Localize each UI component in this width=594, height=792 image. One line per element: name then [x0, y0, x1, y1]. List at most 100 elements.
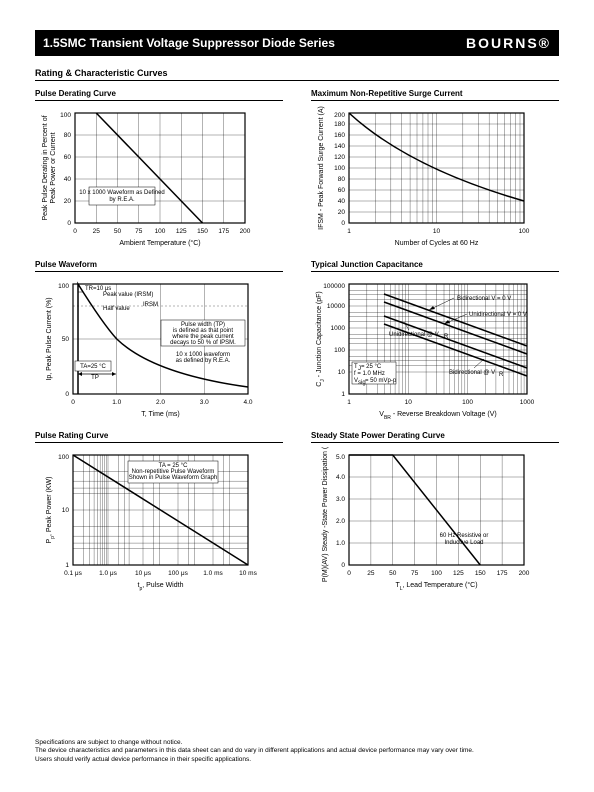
svg-text:200: 200 [519, 570, 530, 577]
footer-line-3: Users should verify actual device perfor… [35, 756, 559, 764]
chart-title: Pulse Derating Curve [35, 89, 283, 101]
footer-text: Specifications are subject to change wit… [35, 739, 559, 764]
chart-title: Maximum Non-Repetitive Surge Current [311, 89, 559, 101]
svg-text:100000: 100000 [323, 283, 345, 290]
svg-text:40: 40 [338, 198, 346, 205]
svg-text:Number of Cycles at 60 Hz: Number of Cycles at 60 Hz [395, 240, 479, 247]
svg-text:20: 20 [338, 209, 346, 216]
svg-text:1: 1 [341, 391, 345, 398]
svg-text:180: 180 [334, 121, 345, 128]
junction-cap-svg: Bidirectional V = 0 V Unidirectional V =… [311, 276, 541, 421]
svg-text:100: 100 [431, 570, 442, 577]
svg-text:0: 0 [67, 220, 71, 227]
svg-text:CJ - Junction Capacitance (pF): CJ - Junction Capacitance (pF) [316, 291, 326, 387]
svg-text:Inductive Load: Inductive Load [444, 540, 483, 546]
svg-text:175: 175 [497, 570, 508, 577]
svg-text:R: R [499, 372, 504, 378]
svg-text:0: 0 [341, 220, 345, 227]
pulse-rating-svg: TA = 25 °C Non-repetitive Pulse Waveform… [35, 447, 265, 595]
svg-text:3.0: 3.0 [200, 399, 209, 406]
chart-title: Typical Junction Capacitance [311, 260, 559, 272]
svg-text:2.0: 2.0 [336, 518, 345, 525]
svg-text:75: 75 [135, 228, 143, 235]
svg-text:150: 150 [197, 228, 208, 235]
svg-text:VBR - Reverse Breakdown Voltag: VBR - Reverse Breakdown Voltage (V) [379, 411, 496, 421]
chart-title: Steady State Power Derating Curve [311, 431, 559, 443]
svg-text:10 ms: 10 ms [239, 570, 257, 577]
svg-text:0: 0 [65, 391, 69, 398]
svg-text:200: 200 [240, 228, 251, 235]
svg-text:TP: TP [91, 375, 99, 381]
svg-text:120: 120 [334, 154, 345, 161]
svg-text:= 25 °C: = 25 °C [361, 364, 382, 370]
svg-text:175: 175 [218, 228, 229, 235]
svg-text:tp, Pulse Width: tp, Pulse Width [138, 582, 184, 592]
svg-text:60: 60 [338, 187, 346, 194]
svg-text:0.1 μs: 0.1 μs [64, 570, 83, 577]
svg-text:Bidirectional V = 0 V: Bidirectional V = 0 V [457, 296, 511, 302]
svg-text:50: 50 [389, 570, 397, 577]
svg-text:T, Time (ms): T, Time (ms) [141, 411, 180, 418]
chart-power-derating: Steady State Power Derating Curve [311, 431, 559, 595]
svg-text:f = 1.0 MHz: f = 1.0 MHz [354, 371, 385, 377]
svg-text:Pp, Peak Power (KW): Pp, Peak Power (KW) [46, 477, 56, 544]
svg-text:60: 60 [64, 154, 72, 161]
chart-title: Pulse Rating Curve [35, 431, 283, 443]
svg-text:10: 10 [338, 369, 346, 376]
svg-text:200: 200 [334, 112, 345, 119]
svg-text:50: 50 [114, 228, 122, 235]
svg-text:1.0 μs: 1.0 μs [99, 570, 118, 577]
chart-pulse-rating: Pulse Rating Curve [35, 431, 283, 595]
svg-text:10: 10 [62, 507, 70, 514]
svg-text:1: 1 [347, 399, 351, 406]
svg-text:125: 125 [453, 570, 464, 577]
chart-pulse-waveform: Pulse Waveform TR=10 μs Peak value (IRSM… [35, 260, 283, 421]
svg-text:150: 150 [475, 570, 486, 577]
charts-grid: Pulse Derating Curve [35, 89, 559, 595]
svg-text:4.0: 4.0 [336, 474, 345, 481]
svg-text:decays to 50 % of IPSM.: decays to 50 % of IPSM. [170, 340, 236, 346]
svg-text:1.0 ms: 1.0 ms [203, 570, 223, 577]
svg-text:4.0: 4.0 [243, 399, 252, 406]
svg-text:Peak value (IRSM): Peak value (IRSM) [103, 292, 153, 298]
svg-text:100: 100 [519, 228, 530, 235]
svg-text:Peak Pulse Derating in Percent: Peak Pulse Derating in Percent of [42, 115, 49, 220]
svg-text:TA=25 °C: TA=25 °C [80, 364, 106, 370]
svg-text:100: 100 [155, 228, 166, 235]
svg-text:100: 100 [334, 165, 345, 172]
svg-text:140: 140 [334, 143, 345, 150]
svg-text:10: 10 [405, 399, 413, 406]
svg-text:10000: 10000 [327, 303, 345, 310]
svg-text:100: 100 [60, 112, 71, 119]
svg-text:1: 1 [347, 228, 351, 235]
svg-text:2.0: 2.0 [156, 399, 165, 406]
surge-current-svg: 1 10 100 0 20 40 60 80 100 120 140 160 1… [311, 105, 541, 250]
annotation: 10 x 1000 Waveform as Defined [79, 190, 165, 196]
svg-text:100: 100 [334, 347, 345, 354]
svg-text:160: 160 [334, 132, 345, 139]
svg-text:1.0: 1.0 [336, 540, 345, 547]
svg-text:P(M)(AV) Steady -State Power D: P(M)(AV) Steady -State Power Dissipation… [322, 447, 329, 582]
svg-text:100: 100 [58, 454, 69, 461]
svg-text:by R.E.A.: by R.E.A. [109, 197, 135, 203]
svg-text:Unidirectional V = 0 V: Unidirectional V = 0 V [469, 312, 527, 318]
svg-text:125: 125 [176, 228, 187, 235]
svg-text:0: 0 [71, 399, 75, 406]
bourns-logo: BOURNS® [466, 35, 551, 51]
svg-text:Bidirectional @ V: Bidirectional @ V [449, 370, 495, 376]
svg-text:20: 20 [64, 198, 72, 205]
svg-text:Ambient Temperature (°C): Ambient Temperature (°C) [119, 239, 200, 247]
svg-text:0: 0 [347, 570, 351, 577]
header-bar: 1.5SMC Transient Voltage Suppressor Diod… [35, 30, 559, 56]
svg-text:25: 25 [367, 570, 375, 577]
svg-text:TL, Lead Temperature (°C): TL, Lead Temperature (°C) [395, 581, 477, 592]
svg-text:60 Hz Resistive or: 60 Hz Resistive or [440, 533, 489, 539]
svg-text:1000: 1000 [520, 399, 535, 406]
svg-text:75: 75 [411, 570, 419, 577]
svg-text:0: 0 [341, 562, 345, 569]
svg-text:= 50 mVp-p: = 50 mVp-p [365, 378, 397, 384]
chart-title: Pulse Waveform [35, 260, 283, 272]
svg-text:100: 100 [58, 283, 69, 290]
svg-text:100 μs: 100 μs [168, 570, 188, 577]
svg-text:1: 1 [65, 562, 69, 569]
